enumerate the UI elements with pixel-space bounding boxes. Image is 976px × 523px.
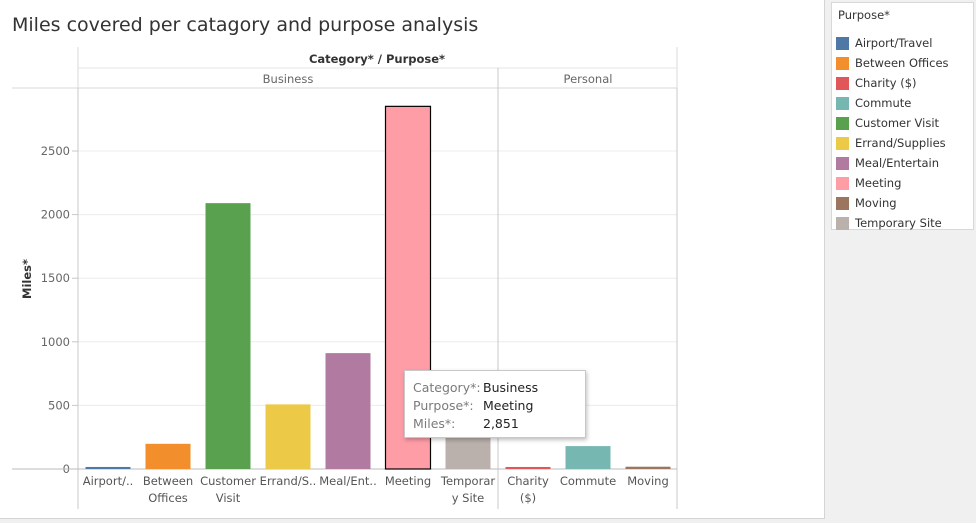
legend-swatch [836, 36, 849, 50]
x-tick-label: Charity [507, 474, 549, 488]
legend-label: Meeting [855, 176, 902, 190]
legend-label: Meal/Entertain [855, 156, 940, 170]
y-tick-label: 1500 [41, 271, 70, 285]
legend-title: Purpose* [838, 8, 890, 22]
x-tick-label: Customer [200, 474, 256, 488]
x-tick-label: Offices [148, 491, 188, 505]
legend-item[interactable]: Meeting [836, 174, 901, 192]
bar [145, 443, 191, 469]
x-tick-label: Visit [216, 491, 241, 505]
tooltip: Category*: Business Purpose*: Meeting Miles*… [404, 370, 586, 438]
legend-label: Airport/Travel [855, 36, 933, 50]
legend-item[interactable]: Moving [836, 194, 897, 212]
legend-swatch [836, 56, 849, 70]
bar [565, 446, 611, 469]
x-tick-label: ($) [520, 491, 536, 505]
legend-item[interactable]: Temporary Site [836, 214, 942, 232]
legend-swatch [836, 76, 849, 90]
group-label: Business [263, 72, 314, 86]
x-tick-label: Commute [560, 474, 616, 488]
tooltip-row: Miles*: 2,851 [413, 415, 577, 433]
legend-swatch [836, 116, 849, 130]
tooltip-value: 2,851 [483, 416, 519, 431]
x-tick-label: Temporar [440, 474, 495, 488]
legend-item[interactable]: Charity ($) [836, 74, 917, 92]
tooltip-row: Purpose*: Meeting [413, 397, 577, 415]
legend-item[interactable]: Airport/Travel [836, 34, 932, 52]
bar [85, 466, 131, 469]
y-tick-label: 500 [48, 398, 70, 412]
tooltip-value: Meeting [483, 398, 534, 413]
legend-label: Commute [855, 96, 912, 110]
legend-label: Moving [855, 196, 897, 210]
y-axis-label: Miles* [20, 259, 34, 299]
header-label: Category* / Purpose* [309, 52, 445, 66]
legend-label: Customer Visit [855, 116, 940, 130]
tooltip-key: Category*: [413, 380, 481, 395]
x-tick-label: Between [143, 474, 193, 488]
bar [205, 203, 251, 470]
chart-title: Miles covered per catagory and purpose a… [12, 14, 479, 36]
legend-label: Between Offices [855, 56, 949, 70]
tooltip-key: Purpose*: [413, 398, 474, 413]
legend-item[interactable]: Between Offices [836, 54, 949, 72]
bar [265, 404, 311, 469]
legend-item[interactable]: Errand/Supplies [836, 134, 946, 152]
legend-swatch [836, 136, 849, 150]
bar [625, 466, 671, 469]
bar [505, 466, 551, 469]
y-tick-label: 2500 [41, 144, 70, 158]
legend-label: Temporary Site [855, 216, 942, 230]
legend-label: Errand/Supplies [855, 136, 946, 150]
bar [325, 353, 371, 469]
x-tick-label: Airport/.. [83, 474, 134, 488]
legend-swatch [836, 156, 849, 170]
legend-item[interactable]: Customer Visit [836, 114, 939, 132]
x-tick-label: y Site [452, 491, 485, 505]
x-tick-label: Meeting [385, 474, 431, 488]
legend-swatch [836, 176, 849, 190]
legend-item[interactable]: Commute [836, 94, 911, 112]
chart-panel: Miles covered per catagory and purpose a… [0, 0, 825, 519]
tooltip-value: Business [483, 380, 539, 395]
legend-swatch [836, 96, 849, 110]
legend-swatch [836, 216, 849, 230]
tooltip-row: Category*: Business [413, 379, 577, 397]
bar-chart: Category* / Purpose*05001000150020002500… [12, 47, 678, 509]
x-tick-label: Meal/Ent.. [319, 474, 377, 488]
legend-label: Charity ($) [855, 76, 917, 90]
y-tick-label: 2000 [41, 208, 70, 222]
legend: Purpose* Airport/Travel Between Offices Ch… [831, 2, 974, 230]
x-tick-label: Moving [627, 474, 669, 488]
tooltip-key: Miles*: [413, 416, 456, 431]
legend-item[interactable]: Meal/Entertain [836, 154, 939, 172]
group-label: Personal [564, 72, 613, 86]
y-tick-label: 1000 [41, 335, 70, 349]
x-tick-label: Errand/S.. [260, 474, 317, 488]
legend-swatch [836, 196, 849, 210]
